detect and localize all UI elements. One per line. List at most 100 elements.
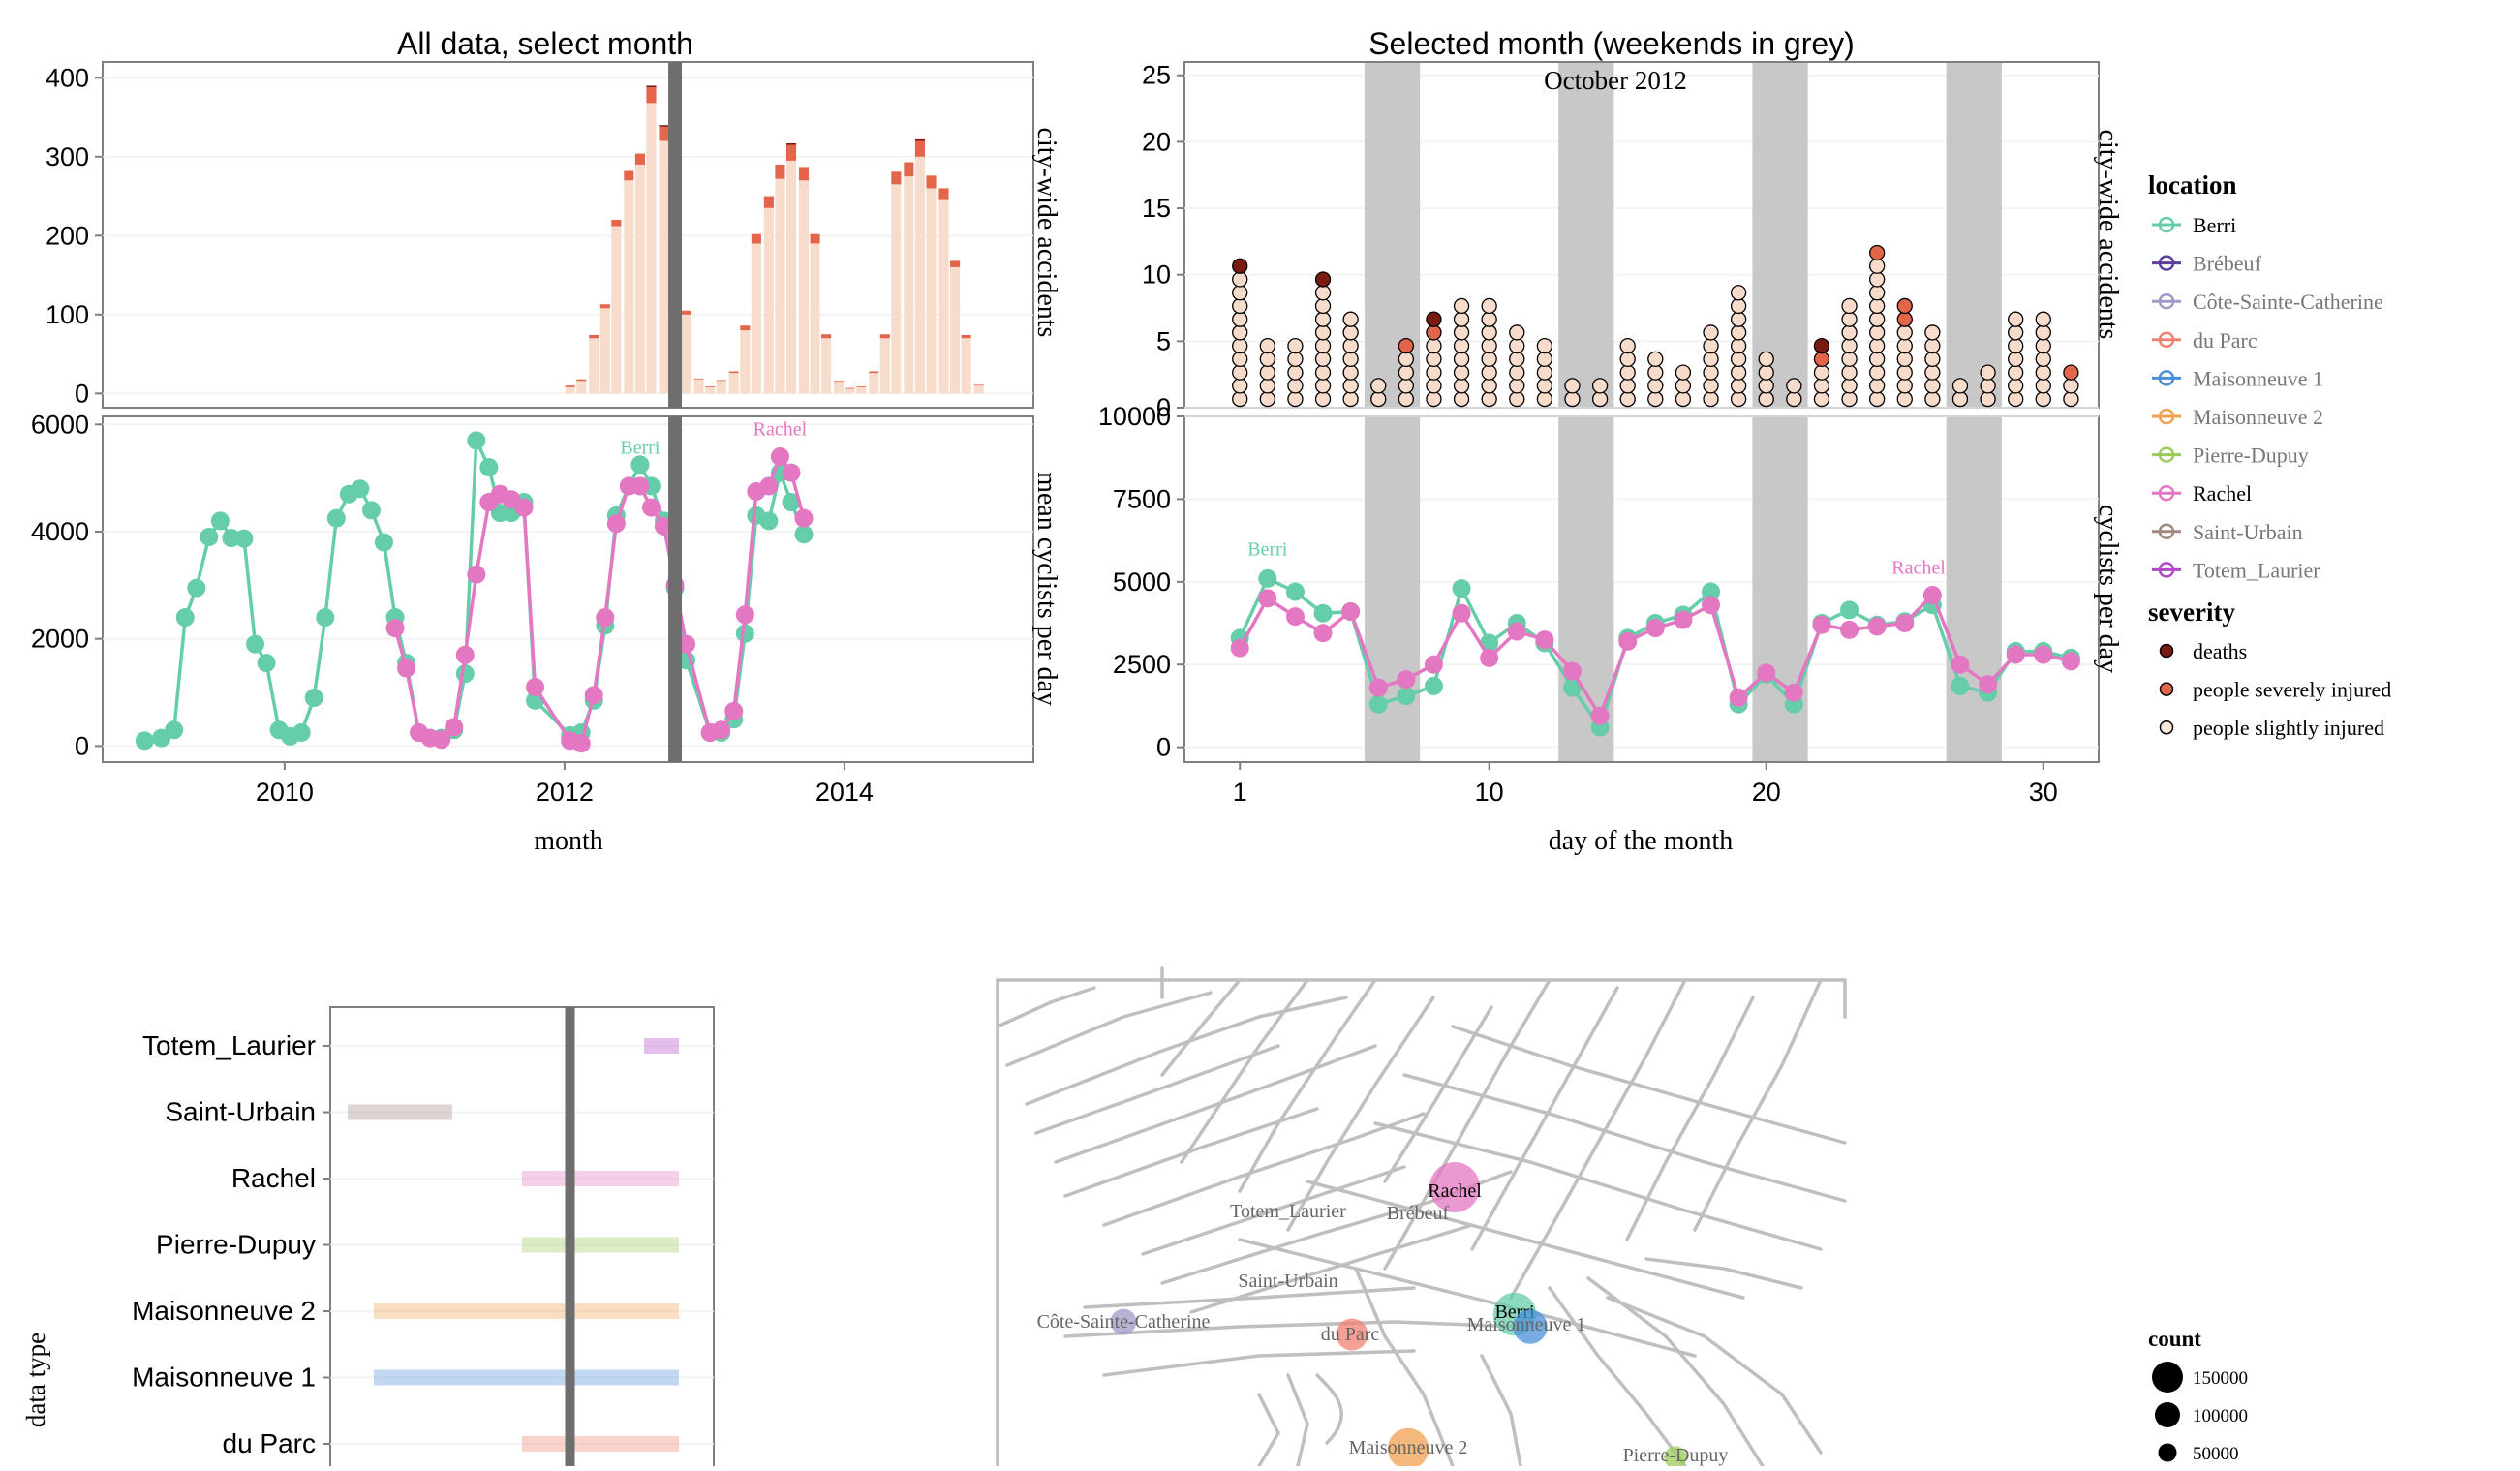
accident-dot xyxy=(1869,378,1886,394)
accident-dot xyxy=(2008,324,2024,341)
data-type-label: Pierre-Dupuy xyxy=(156,1230,316,1260)
accident-dot xyxy=(1869,324,1886,341)
legend-location-marker xyxy=(2158,446,2175,463)
y-tick-label: 2000 xyxy=(31,625,89,654)
accident-bar-segment xyxy=(576,381,587,394)
accident-bar-segment xyxy=(821,334,832,339)
accident-dot xyxy=(1342,311,1359,327)
accident-dot xyxy=(1841,338,1858,354)
accident-dot xyxy=(1453,351,1470,368)
daily-point-berri xyxy=(1258,568,1277,588)
accident-dot xyxy=(1370,390,1387,408)
street-network xyxy=(996,966,1847,1468)
map-counter-points: Rachel Totem_Laurier Brébeuf Saint-Urbain Cô… xyxy=(1037,1162,1729,1470)
accident-bar-segment xyxy=(798,167,810,181)
accident-dot xyxy=(1509,351,1525,368)
series-point-berri xyxy=(630,455,650,475)
accident-dot xyxy=(1813,338,1830,354)
accident-bar-segment xyxy=(810,243,820,394)
legend-count-marker xyxy=(2155,1402,2180,1427)
data-type-range-bars: Totem_Laurier Saint-Urbain Rachel Pierre-Du… xyxy=(132,1007,714,1471)
day-x-axis: 1 10 20 30 xyxy=(1233,762,2058,807)
accident-dot xyxy=(1342,378,1359,394)
accident-bar-segment xyxy=(961,338,971,394)
accident-dot xyxy=(1232,258,1248,274)
daily-point-rachel xyxy=(1313,624,1333,643)
accident-dot xyxy=(1342,390,1359,408)
series-point-berri xyxy=(304,689,323,708)
accident-dot xyxy=(1232,271,1248,288)
daily-point-berri xyxy=(1368,694,1388,714)
accident-dot xyxy=(1619,378,1636,394)
data-range-bar xyxy=(374,1369,679,1386)
accident-dot xyxy=(1924,364,1941,381)
accident-dot xyxy=(1564,390,1581,408)
daily-cyclists-y-axis: 0 2500 5000 7500 10000 xyxy=(1098,402,1184,762)
legend-location-title: location xyxy=(2148,170,2237,199)
accident-bar-segment xyxy=(659,125,669,127)
accident-dot xyxy=(1896,351,1913,368)
map-counter-label: Pierre-Dupuy xyxy=(1623,1445,1729,1466)
accident-dot xyxy=(1259,351,1275,368)
selected-month-band xyxy=(668,416,683,762)
panel-all-data[interactable]: All data, select month 0 100 200 300 400 cit… xyxy=(31,26,1061,856)
y-tick-label: 10 xyxy=(1142,260,1171,290)
weekend-band xyxy=(1946,63,2002,407)
accident-dot xyxy=(1342,364,1359,381)
data-type-frame xyxy=(329,1006,715,1471)
daily-point-rachel xyxy=(1951,655,1970,674)
accident-dot xyxy=(2063,364,2079,381)
accident-dot xyxy=(1786,390,1802,408)
accident-dot xyxy=(2008,351,2024,368)
legend-location-marker xyxy=(2158,292,2175,310)
accident-dot xyxy=(1453,378,1470,394)
series-point-rachel xyxy=(641,498,661,517)
accident-bar-segment xyxy=(914,156,926,394)
y-tick-label: 2500 xyxy=(1113,650,1171,679)
x-tick-label: 10 xyxy=(1475,778,1504,807)
series-point-berri xyxy=(187,578,206,598)
map-counter-bubble xyxy=(1110,1308,1137,1335)
accident-dot xyxy=(1841,311,1858,327)
accident-dot xyxy=(1924,351,1941,368)
x-tick-label: 20 xyxy=(1752,778,1781,807)
accident-dot xyxy=(1536,338,1553,354)
accident-dot xyxy=(1509,338,1525,354)
mean-cyclists-axis-label: mean cyclists per day xyxy=(1031,472,1061,706)
accident-dot xyxy=(1730,364,1747,381)
daily-point-rachel xyxy=(1784,683,1803,702)
map-counter-bubble xyxy=(1429,1162,1480,1212)
panel-selected-month: Selected month (weekends in grey) 051015… xyxy=(1098,26,2123,856)
accident-dot xyxy=(1675,390,1692,408)
accident-bar-segment xyxy=(576,379,587,382)
accident-dot xyxy=(1536,351,1553,368)
y-tick-label: 15 xyxy=(1142,194,1171,223)
y-tick-label: 100 xyxy=(46,300,89,329)
accident-dot xyxy=(2035,338,2051,354)
data-range-bar xyxy=(348,1104,452,1120)
accident-dot xyxy=(2035,390,2051,408)
all-data-title: All data, select month xyxy=(397,26,693,61)
accident-dot xyxy=(1951,378,1969,394)
accident-dot xyxy=(1232,351,1248,368)
count-legend-items: 150000 100000 50000 xyxy=(2152,1362,2248,1464)
y-tick-label: 25 xyxy=(1142,61,1171,90)
y-tick-label: 5 xyxy=(1156,326,1171,355)
panel-map[interactable]: Rachel Totem_Laurier Brébeuf Saint-Urbain Cô… xyxy=(996,966,1847,1470)
accidents-axis-label: city-wide accidents xyxy=(1031,128,1061,338)
selected-month-marker[interactable] xyxy=(668,62,683,762)
selected-month-line xyxy=(565,1007,575,1471)
accident-bar-segment xyxy=(879,338,890,394)
data-type-label: Maisonneuve 2 xyxy=(132,1296,316,1326)
accident-bar-segment xyxy=(856,386,867,394)
accident-dot xyxy=(1536,378,1553,394)
accident-bar-segment xyxy=(869,373,879,394)
y-tick-label: 300 xyxy=(46,142,89,171)
accidents-bars xyxy=(103,77,1033,395)
accident-bar-segment xyxy=(565,386,575,394)
series-label-rachel: Rachel xyxy=(753,418,808,440)
accident-bar-segment xyxy=(763,207,774,394)
daily-point-rachel xyxy=(1867,617,1887,636)
accident-dot xyxy=(1980,378,1996,394)
